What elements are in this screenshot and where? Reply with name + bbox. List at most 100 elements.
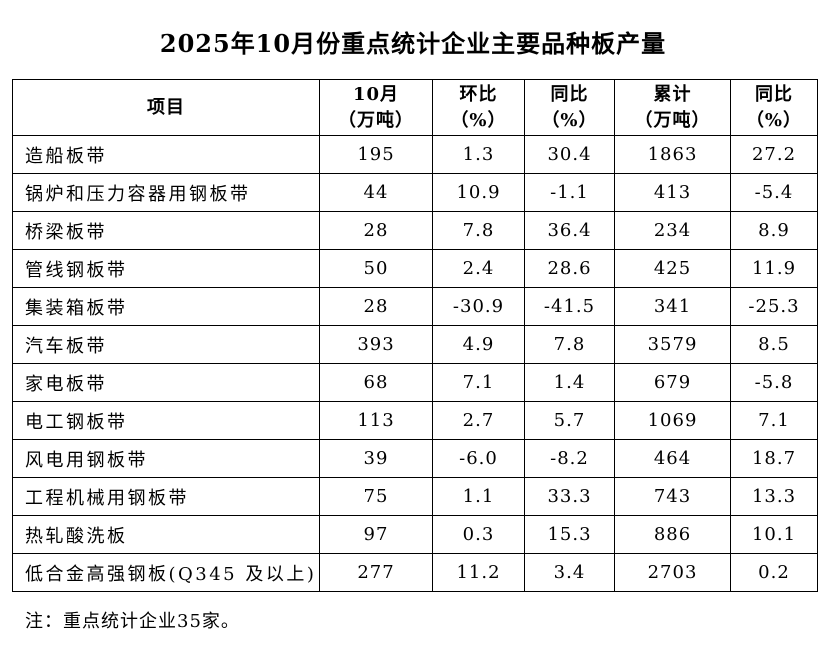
value-cell: 10.1 — [730, 515, 818, 554]
value-cell: -5.4 — [730, 173, 818, 212]
value-cell: -30.9 — [432, 287, 525, 326]
value-cell: 413 — [614, 173, 731, 212]
col-header-yoy: 同比 （%） — [524, 79, 615, 136]
table-row: 风电用钢板带 39 -6.0 -8.2 464 18.7 — [12, 439, 818, 478]
value-cell: -1.1 — [524, 173, 615, 212]
item-name-cell: 管线钢板带 — [12, 249, 320, 288]
value-cell: 679 — [614, 363, 731, 402]
table-row: 电工钢板带 113 2.7 5.7 1069 7.1 — [12, 401, 818, 440]
value-cell: 10.9 — [432, 173, 525, 212]
value-cell: 4.9 — [432, 325, 525, 364]
value-cell: 0.3 — [432, 515, 525, 554]
value-cell: 11.9 — [730, 249, 818, 288]
item-name-cell: 集装箱板带 — [12, 287, 320, 326]
value-cell: 7.1 — [432, 363, 525, 402]
col-header-unit: （%） — [450, 109, 507, 131]
table-row: 集装箱板带 28 -30.9 -41.5 341 -25.3 — [12, 287, 818, 326]
item-name-cell: 电工钢板带 — [12, 401, 320, 440]
item-name-cell: 锅炉和压力容器用钢板带 — [12, 173, 320, 212]
value-cell: -25.3 — [730, 287, 818, 326]
item-name-cell: 工程机械用钢板带 — [12, 477, 320, 516]
value-cell: 33.3 — [524, 477, 615, 516]
col-header-mom: 环比 （%） — [432, 79, 525, 136]
value-cell: 15.3 — [524, 515, 615, 554]
value-cell: 277 — [319, 553, 433, 592]
value-cell: 7.8 — [432, 211, 525, 250]
value-cell: 3579 — [614, 325, 731, 364]
page-title: 2025年10月份重点统计企业主要品种板产量 — [159, 29, 667, 58]
value-cell: 341 — [614, 287, 731, 326]
value-cell: 425 — [614, 249, 731, 288]
value-cell: 3.4 — [524, 553, 615, 592]
table-body: 造船板带 195 1.3 30.4 1863 27.2 锅炉和压力容器用钢板带 44 10.9-… — [12, 135, 818, 592]
value-cell: 393 — [319, 325, 433, 364]
footnote: 注：重点统计企业35家。 — [25, 611, 240, 632]
table-row: 工程机械用钢板带 75 1.1 33.3 743 13.3 — [12, 477, 818, 516]
col-header-line: 10月 — [352, 83, 400, 105]
col-header-line: 累计 — [653, 83, 692, 105]
table-row: 造船板带 195 1.3 30.4 1863 27.2 — [12, 135, 818, 174]
col-header-line: 同比 — [550, 83, 589, 105]
col-header-line: 同比 — [755, 83, 793, 105]
item-name-cell: 热轧酸洗板 — [12, 515, 320, 554]
table-row: 家电板带 68 7.1 1.4 679 -5.8 — [12, 363, 818, 402]
col-header-unit: （%） — [541, 109, 598, 131]
value-cell: 36.4 — [524, 211, 615, 250]
table-row: 锅炉和压力容器用钢板带 44 10.9 -1.1 413 -5.4 — [12, 173, 818, 212]
production-table: 项目 10月 （万吨） 环比 （%） 同比 （%） 累计 （万吨） — [12, 79, 818, 592]
col-header-cumulative: 累计 （万吨） — [614, 79, 731, 136]
value-cell: 27.2 — [730, 135, 818, 174]
value-cell: 1.3 — [432, 135, 525, 174]
value-cell: 234 — [614, 211, 731, 250]
value-cell: 2703 — [614, 553, 731, 592]
value-cell: 1069 — [614, 401, 731, 440]
col-header-item: 项目 — [12, 79, 320, 136]
col-header-line: 项目 — [147, 96, 185, 118]
value-cell: 28 — [319, 287, 433, 326]
value-cell: 8.9 — [730, 211, 818, 250]
value-cell: 30.4 — [524, 135, 615, 174]
value-cell: 75 — [319, 477, 433, 516]
value-cell: 1.1 — [432, 477, 525, 516]
table-row: 桥梁板带 28 7.8 36.4 234 8.9 — [12, 211, 818, 250]
value-cell: 39 — [319, 439, 433, 478]
value-cell: 743 — [614, 477, 731, 516]
value-cell: -6.0 — [432, 439, 525, 478]
value-cell: 0.2 — [730, 553, 818, 592]
value-cell: 1863 — [614, 135, 731, 174]
header-row: 项目 10月 （万吨） 环比 （%） 同比 （%） 累计 （万吨） — [12, 79, 818, 136]
item-name-cell: 汽车板带 — [12, 325, 320, 364]
col-header-unit: （万吨） — [634, 109, 711, 131]
value-cell: 886 — [614, 515, 731, 554]
value-cell: 195 — [319, 135, 433, 174]
value-cell: -41.5 — [524, 287, 615, 326]
item-name-cell: 桥梁板带 — [12, 211, 320, 250]
table-row: 热轧酸洗板 97 0.3 15.3 886 10.1 — [12, 515, 818, 554]
value-cell: 2.4 — [432, 249, 525, 288]
value-cell: 50 — [319, 249, 433, 288]
value-cell: 28.6 — [524, 249, 615, 288]
value-cell: 18.7 — [730, 439, 818, 478]
value-cell: -8.2 — [524, 439, 615, 478]
value-cell: 44 — [319, 173, 433, 212]
value-cell: 464 — [614, 439, 731, 478]
item-name-cell: 家电板带 — [12, 363, 320, 402]
value-cell: 97 — [319, 515, 433, 554]
item-name-cell: 造船板带 — [12, 135, 320, 174]
table-row: 汽车板带 393 4.9 7.8 3579 8.5 — [12, 325, 818, 364]
table-row: 低合金高强钢板(Q345 及以上) 277 11.2 3.4 2703 0.2 — [12, 553, 818, 592]
value-cell: 28 — [319, 211, 433, 250]
value-cell: 113 — [319, 401, 433, 440]
item-name-cell: 风电用钢板带 — [12, 439, 320, 478]
item-name-cell: 低合金高强钢板(Q345 及以上) — [12, 553, 320, 592]
col-header-unit: （万吨） — [338, 109, 414, 131]
value-cell: 11.2 — [432, 553, 525, 592]
col-header-october: 10月 （万吨） — [319, 79, 433, 136]
value-cell: -5.8 — [730, 363, 818, 402]
value-cell: 13.3 — [730, 477, 818, 516]
value-cell: 8.5 — [730, 325, 818, 364]
value-cell: 1.4 — [524, 363, 615, 402]
value-cell: 68 — [319, 363, 433, 402]
value-cell: 5.7 — [524, 401, 615, 440]
